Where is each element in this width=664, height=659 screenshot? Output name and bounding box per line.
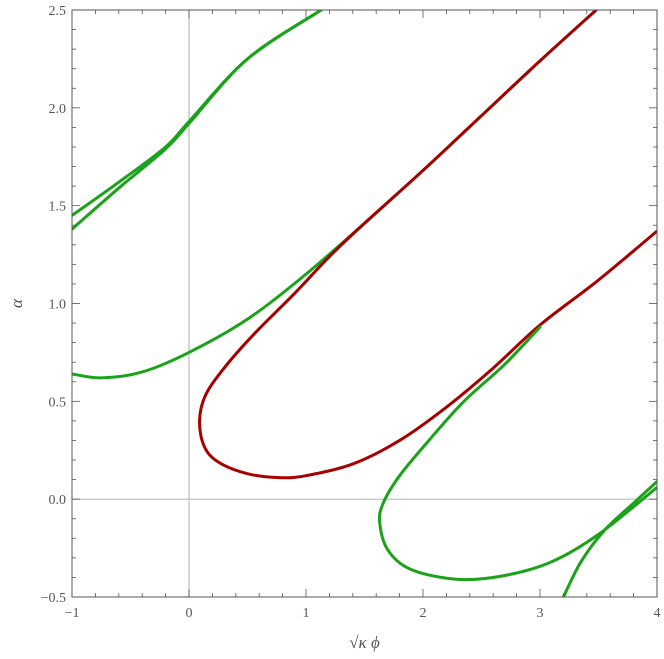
y-tick-label: 2.0 bbox=[49, 102, 67, 117]
curves bbox=[72, 10, 657, 597]
curve-2 bbox=[72, 10, 323, 231]
curve-4 bbox=[198, 10, 657, 480]
curve-6 bbox=[561, 480, 657, 597]
y-tick-label: −0.5 bbox=[41, 591, 66, 606]
zero-lines bbox=[72, 10, 657, 597]
x-axis-label: √κ ϕ bbox=[349, 633, 380, 652]
x-tick-label: 4 bbox=[654, 606, 661, 621]
y-tick-label: 2.5 bbox=[49, 4, 67, 19]
x-tick-label: 1 bbox=[303, 606, 310, 621]
y-axis-label: α bbox=[7, 298, 26, 308]
curve-5 bbox=[377, 325, 657, 582]
y-tick-label: 1.5 bbox=[49, 200, 67, 215]
x-tick-label: −1 bbox=[65, 606, 80, 621]
y-tick-label: 0.0 bbox=[49, 493, 67, 508]
y-tick-label: 1.0 bbox=[49, 298, 67, 313]
x-tick-label: 3 bbox=[537, 606, 544, 621]
ticks bbox=[71, 9, 658, 598]
x-tick-label: 0 bbox=[186, 606, 193, 621]
y-tick-label: 0.5 bbox=[49, 395, 67, 410]
x-tick-label: 2 bbox=[420, 606, 427, 621]
tick-labels: −1 0 1 2 3 4 −0.5 0.0 0.5 1.0 1.5 2.0 2.5 bbox=[41, 4, 661, 621]
curve-3 bbox=[72, 10, 598, 380]
